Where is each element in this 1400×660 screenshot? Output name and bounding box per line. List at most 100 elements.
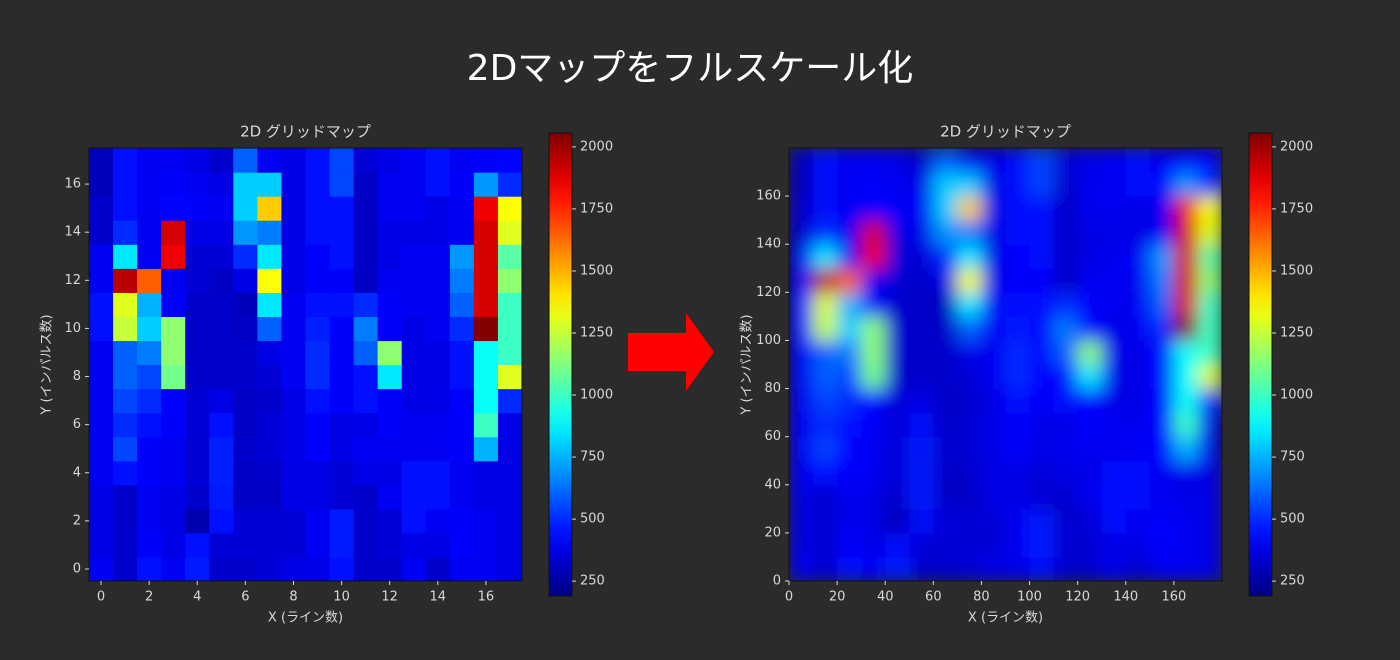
heatmap-cell xyxy=(89,532,114,558)
heatmap-cell xyxy=(89,220,114,245)
heatmap-cell xyxy=(1053,364,1079,390)
heatmap-cell xyxy=(909,316,934,342)
x-tick-label: 4 xyxy=(193,590,201,605)
heatmap-cell xyxy=(885,268,910,293)
heatmap-cell xyxy=(1197,292,1222,317)
heatmap-cell xyxy=(449,436,475,462)
heatmap-cell xyxy=(1053,532,1079,558)
heatmap-cell xyxy=(353,292,379,317)
plot-frame xyxy=(88,147,523,582)
y-tick-label: 10 xyxy=(64,321,81,336)
heatmap-cell xyxy=(957,460,983,486)
heatmap-cell xyxy=(861,508,886,534)
heatmap-cell xyxy=(353,340,379,366)
heatmap-cell xyxy=(933,148,958,173)
heatmap-cell xyxy=(1077,556,1103,581)
heatmap-cell xyxy=(497,340,522,366)
heatmap-cell xyxy=(233,292,258,317)
colorbar-tick-label: 1000 xyxy=(1280,388,1313,403)
heatmap-cell xyxy=(353,316,379,342)
heatmap-cell xyxy=(1101,484,1127,510)
heatmap-cell xyxy=(473,508,499,534)
heatmap-cell xyxy=(473,388,499,414)
heatmap-cell xyxy=(425,244,451,269)
heatmap-cell xyxy=(377,508,403,534)
heatmap-cell xyxy=(885,220,910,245)
colorbar xyxy=(548,132,573,597)
heatmap-cell xyxy=(813,244,838,269)
heatmap-cell xyxy=(1149,340,1175,366)
heatmap-cell xyxy=(1173,340,1199,366)
heatmap-cell xyxy=(1149,148,1175,173)
heatmap-cell xyxy=(449,148,475,173)
x-tick-label: 14 xyxy=(430,590,447,605)
heatmap-cell xyxy=(185,268,210,293)
heatmap-cell xyxy=(1005,196,1031,221)
heatmap-cell xyxy=(1173,148,1199,173)
heatmap-cell xyxy=(861,412,886,438)
heatmap-cell xyxy=(1053,196,1079,221)
heatmap-cell xyxy=(497,412,522,438)
heatmap-cell xyxy=(89,316,114,342)
heatmap-cell xyxy=(449,292,475,317)
heatmap-cell xyxy=(1125,268,1151,293)
heatmap-cell xyxy=(209,244,234,269)
heatmap-cell xyxy=(885,388,910,414)
heatmap-cell xyxy=(89,244,114,269)
heatmap-cell xyxy=(305,196,331,221)
heatmap-cell xyxy=(1077,244,1103,269)
heatmap-cell xyxy=(837,412,862,438)
x-tick-label: 120 xyxy=(1065,590,1090,605)
heatmap-cell xyxy=(813,484,838,510)
heatmap-cell xyxy=(209,364,234,390)
heatmap-cell xyxy=(113,436,138,462)
heatmap-cell xyxy=(113,364,138,390)
heatmap-cell xyxy=(113,268,138,293)
heatmap-cell xyxy=(1005,340,1031,366)
x-tick-label: 140 xyxy=(1113,590,1138,605)
x-tick-label: 80 xyxy=(973,590,990,605)
heatmap-cell xyxy=(1005,292,1031,317)
heatmap-cell xyxy=(257,172,283,197)
heatmap-cell xyxy=(137,196,162,221)
heatmap-cell xyxy=(209,196,234,221)
x-tick-label: 0 xyxy=(785,590,793,605)
heatmap-cell xyxy=(89,460,114,486)
heatmap-cell xyxy=(377,460,403,486)
heatmap-cell xyxy=(1197,148,1222,173)
heatmap-cell xyxy=(497,436,522,462)
heatmap-cell xyxy=(1101,196,1127,221)
heatmap-cell xyxy=(1005,412,1031,438)
heatmap-cell xyxy=(1053,244,1079,269)
heatmap-cell xyxy=(233,388,258,414)
x-tick-label: 10 xyxy=(333,590,350,605)
heatmap-cell xyxy=(425,268,451,293)
heatmap-cell xyxy=(329,172,355,197)
heatmap-cell xyxy=(329,508,355,534)
heatmap-cell xyxy=(473,436,499,462)
heatmap-cell xyxy=(233,316,258,342)
heatmap-cell xyxy=(425,292,451,317)
heatmap-cell xyxy=(885,316,910,342)
heatmap-cell xyxy=(497,172,522,197)
x-tick-label: 160 xyxy=(1161,590,1186,605)
heatmap-cell xyxy=(1125,340,1151,366)
heatmap-cell xyxy=(185,292,210,317)
heatmap-cell xyxy=(161,436,186,462)
heatmap-cell xyxy=(1053,340,1079,366)
heatmap-cell xyxy=(1077,196,1103,221)
heatmap-cell xyxy=(497,220,522,245)
heatmap-cell xyxy=(981,292,1007,317)
heatmap-cell xyxy=(1101,460,1127,486)
heatmap-cell xyxy=(837,364,862,390)
heatmap-cell xyxy=(1077,508,1103,534)
heatmap-cell xyxy=(1125,148,1151,173)
colorbar-tick-label: 750 xyxy=(1280,450,1305,465)
heatmap-cell xyxy=(161,532,186,558)
heatmap-cell xyxy=(161,364,186,390)
heatmap-cell xyxy=(401,364,427,390)
heatmap-cell xyxy=(305,508,331,534)
heatmap-cell xyxy=(161,508,186,534)
heatmap-cell xyxy=(137,388,162,414)
